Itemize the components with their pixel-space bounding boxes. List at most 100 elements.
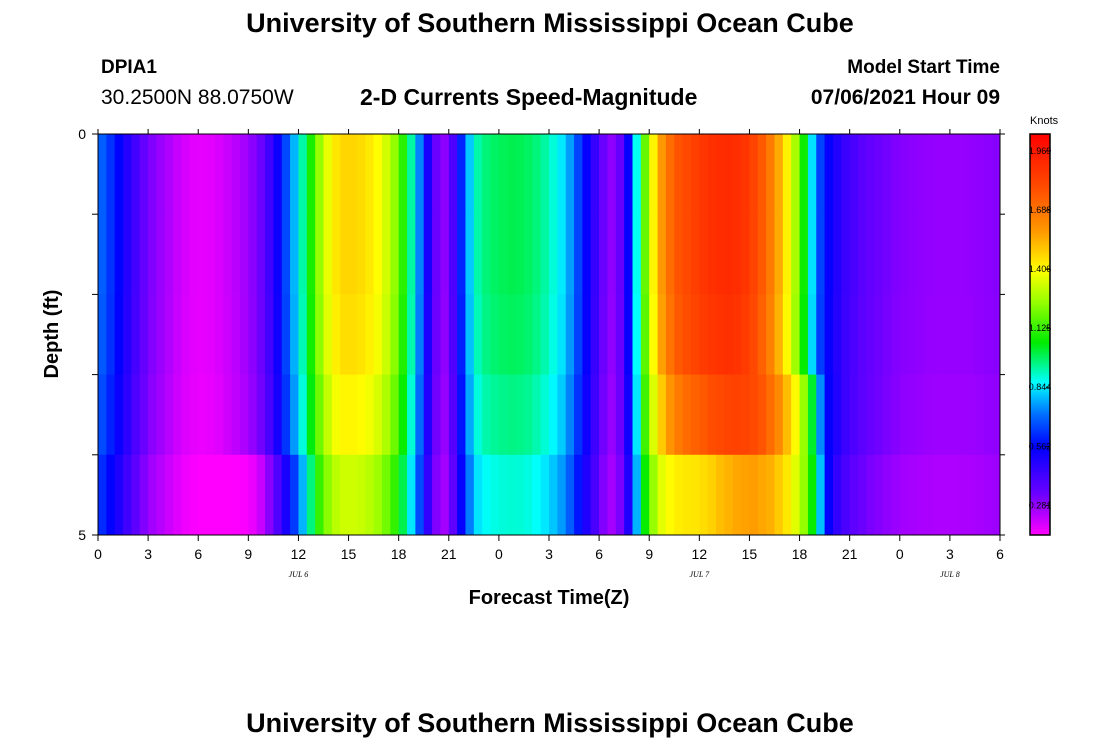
heatmap-cell [356,134,366,215]
heatmap-cell [189,294,199,375]
heatmap-cell [173,134,182,215]
x-tick-label: 0 [94,546,102,562]
heatmap-cell [415,454,425,536]
station-id: DPIA1 [101,57,157,78]
heatmap-cell [457,214,466,295]
heatmap-cell [348,454,358,536]
heatmap-cell [774,454,784,536]
heatmap-cell [699,134,709,215]
heatmap-cell [381,374,391,456]
heatmap-cell [398,454,408,536]
heatmap-cell [757,374,767,456]
heatmap-cell [574,294,583,375]
heatmap-cell [974,294,984,375]
heatmap-cell [315,454,324,536]
heatmap-cell [98,454,107,536]
heatmap-cell [181,374,191,456]
heatmap-cell [549,374,558,456]
heatmap-cell [173,374,182,456]
heatmap-cell [164,134,174,215]
heatmap-cell [741,374,750,456]
heatmap-cell [724,214,734,295]
heatmap-cell [148,214,157,295]
heatmap-cell [732,134,742,215]
heatmap-cell [248,294,258,375]
heatmap-cell [632,454,642,536]
heatmap-cell [807,214,817,295]
heatmap-cell [448,454,458,536]
heatmap-cell [958,214,967,295]
heatmap-cell [849,134,859,215]
heatmap-cell [156,134,166,215]
heatmap-cell [356,454,366,536]
heatmap-cell [624,134,633,215]
heatmap-cell [983,134,993,215]
heatmap-cell [164,374,174,456]
heatmap-cell [507,294,516,375]
heatmap-cell [373,294,383,375]
heatmap-cell [457,454,466,536]
heatmap-cell [189,454,199,536]
heatmap-cell [139,214,149,295]
heatmap-cell [966,374,976,456]
heatmap-cell [574,374,583,456]
heatmap-cell [899,134,909,215]
heatmap-cell [398,374,408,456]
heatmap-cell [665,214,675,295]
heatmap-cell [106,214,116,295]
heatmap-cell [131,374,141,456]
heatmap-cell [741,134,750,215]
heatmap-cell [699,374,709,456]
heatmap-cell [983,454,993,536]
heatmap-cell [423,134,433,215]
heatmap-cell [799,134,809,215]
heatmap-cell [958,294,967,375]
heatmap-cell [866,134,876,215]
heatmap-cell [523,454,533,536]
heatmap-cell [390,374,400,456]
station-coordinates: 30.2500N 88.0750W [101,86,294,109]
heatmap-cell [908,454,917,536]
heatmap-cell [607,454,617,536]
heatmap-cell [799,454,809,536]
heatmap-cell [315,134,324,215]
heatmap-cell [365,294,375,375]
heatmap-cell [298,374,308,456]
heatmap-cell [816,454,826,536]
heatmap-cell [457,374,466,456]
heatmap-cell [615,294,625,375]
heatmap-cell [682,134,692,215]
heatmap-cell [198,454,207,536]
heatmap-cell [106,374,116,456]
heatmap-cell [640,294,650,375]
heatmap-cell [816,294,826,375]
heatmap-cell [473,374,483,456]
heatmap-cell [649,374,658,456]
heatmap-cell [198,294,207,375]
heatmap-cell [749,294,759,375]
heatmap-cell [607,134,617,215]
heatmap-cell [599,294,608,375]
heatmap-cell [290,134,299,215]
heatmap-cell [766,134,775,215]
heatmap-cell [223,214,233,295]
heatmap-cell [824,294,834,375]
heatmap-cell [699,454,709,536]
heatmap-cell [640,454,650,536]
heatmap-cell [290,294,299,375]
heatmap-cell [223,454,233,536]
heatmap-cell [106,294,116,375]
heatmap-cell [490,134,500,215]
heatmap-cell [540,454,550,536]
heatmap-cell [123,374,132,456]
heatmap-cell [674,374,684,456]
heatmap-cell [340,374,349,456]
heatmap-cell [423,374,433,456]
heatmap-cell [298,214,308,295]
heatmap-cell [649,454,658,536]
heatmap-cell [123,214,132,295]
heatmap-cell [181,214,191,295]
x-axis-title: Forecast Time(Z) [469,587,630,609]
heatmap-cell [265,454,274,536]
